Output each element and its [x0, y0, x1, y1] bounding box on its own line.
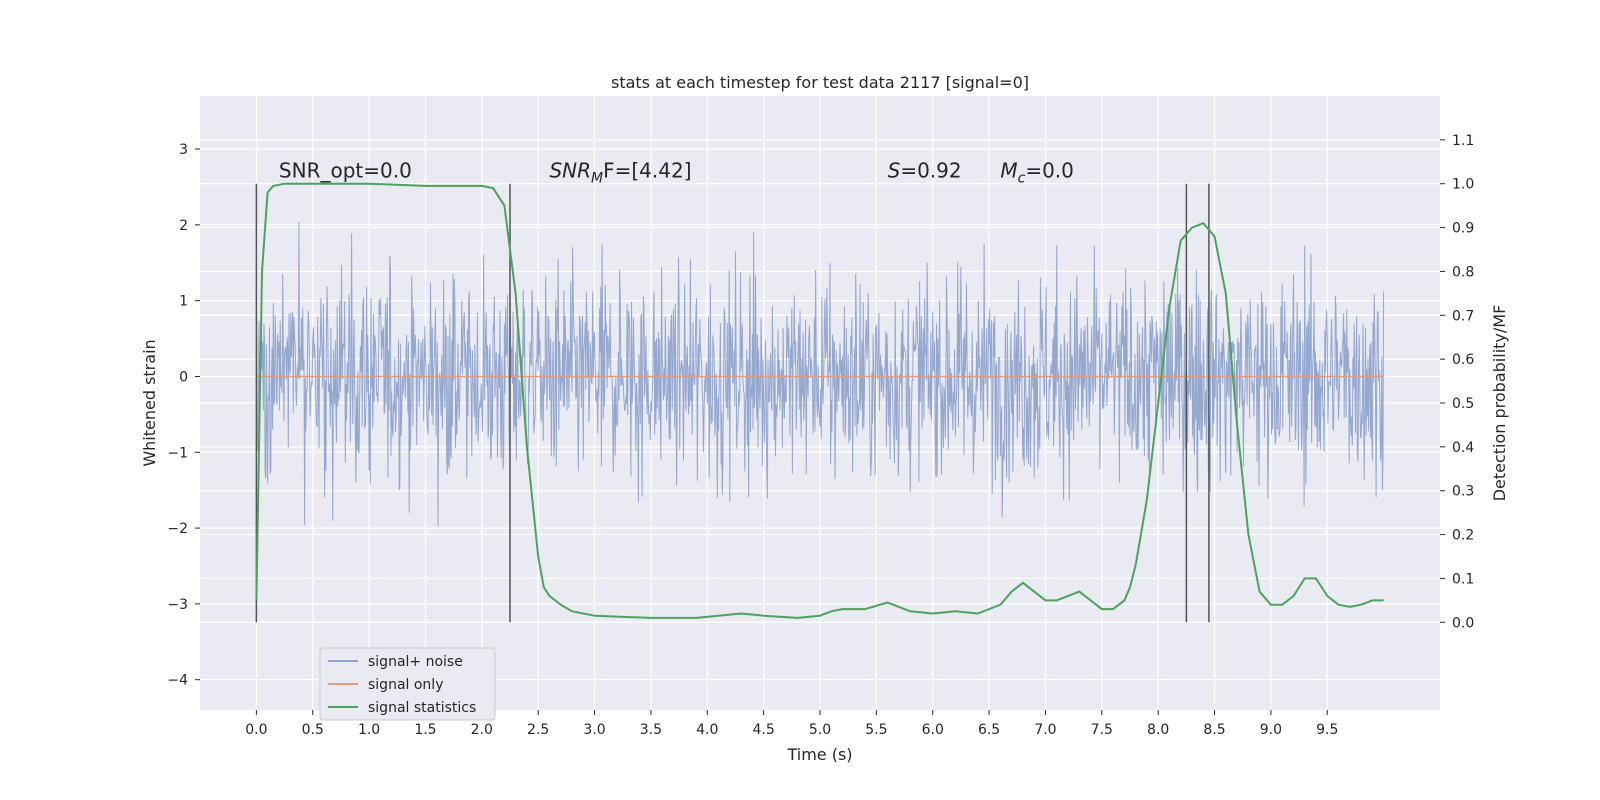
y-right-tick-label-6: 0.5 — [1452, 396, 1474, 412]
annotations: SNR_opt=0.0 SNRMF=[4.42] S=0.92 Mc=0.0 — [279, 159, 1074, 187]
line-signal-noise — [255, 221, 1385, 527]
x-tick-label-3: 1.5 — [414, 722, 436, 738]
y-right-tick-label-9: 0.2 — [1452, 528, 1474, 544]
series-signal-statistics — [255, 182, 1384, 619]
y-left-tick-label-3: 0 — [179, 369, 188, 385]
x-tick-label-1: 0.5 — [302, 722, 324, 738]
x-tick-label-0: 0.0 — [245, 722, 267, 738]
x-tick-label-15: 7.5 — [1091, 722, 1113, 738]
x-tick-label-10: 5.0 — [809, 722, 831, 738]
y-right-tick-label-8: 0.3 — [1452, 484, 1474, 500]
legend: signal+ noise signal only signal statist… — [319, 647, 496, 721]
y-right-tick-label-11: 0.0 — [1452, 615, 1474, 631]
y-right-tick-label-3: 0.8 — [1452, 264, 1474, 280]
x-tick-label-18: 9.0 — [1260, 722, 1282, 738]
x-tick-label-17: 8.5 — [1203, 722, 1225, 738]
x-tick-label-16: 8.0 — [1147, 722, 1169, 738]
y-right-tick-label-0: 1.1 — [1452, 133, 1474, 149]
annotation-s: S=0.92 — [888, 159, 962, 183]
x-tick-label-6: 3.0 — [583, 722, 605, 738]
x-tick-label-4: 2.0 — [471, 722, 493, 738]
x-tick-label-14: 7.0 — [1034, 722, 1056, 738]
line-signal-statistics — [255, 182, 1384, 619]
y-right-tick-label-4: 0.7 — [1452, 308, 1474, 324]
y-left-tick-label-1: 2 — [179, 218, 188, 234]
y-right-tick-label-5: 0.6 — [1452, 352, 1474, 368]
x-tick-label-8: 4.0 — [696, 722, 718, 738]
y-right-tick-label-7: 0.4 — [1452, 440, 1474, 456]
x-tick-label-11: 5.5 — [865, 722, 887, 738]
annotation-snr-mf: SNRMF=[4.42] — [549, 159, 691, 187]
y-left-tick-label-7: −4 — [167, 673, 188, 689]
legend-label-signal-noise: signal+ noise — [368, 654, 463, 670]
x-axis: 0.0 0.5 1.0 1.5 2.0 2.5 3.0 3.5 4.0 4.5 5.0 5.5 6.0 6… — [245, 710, 1338, 738]
y-axis-right: 1.1 1.0 0.9 0.8 0.7 0.6 0.5 0.4 0.3 0.2 0.1 0.0 — [1440, 133, 1474, 631]
y-left-tick-label-6: −3 — [167, 597, 188, 613]
y-right-tick-label-1: 1.0 — [1452, 177, 1474, 193]
x-axis-label: Time (s) — [786, 745, 852, 764]
x-tick-label-19: 9.5 — [1316, 722, 1338, 738]
x-tick-label-7: 3.5 — [640, 722, 662, 738]
y-axis-left: 3 2 1 0 −1 −2 −3 −4 — [167, 142, 200, 689]
series-signal-noise — [255, 221, 1385, 527]
y-axis-label-right: Detection probability/MF — [1490, 305, 1509, 502]
x-tick-label-5: 2.5 — [527, 722, 549, 738]
y-right-tick-label-10: 0.1 — [1452, 571, 1474, 587]
x-tick-label-2: 1.0 — [358, 722, 380, 738]
y-right-tick-label-2: 0.9 — [1452, 221, 1474, 237]
annotation-snr-opt: SNR_opt=0.0 — [279, 159, 412, 183]
y-left-tick-label-0: 3 — [179, 142, 188, 158]
x-tick-label-12: 6.0 — [922, 722, 944, 738]
legend-box — [319, 647, 496, 721]
y-left-tick-label-5: −2 — [167, 521, 188, 537]
y-axis-label-left: Whitened strain — [140, 339, 159, 466]
chart-title: stats at each timestep for test data 211… — [611, 73, 1029, 92]
x-tick-label-13: 6.5 — [978, 722, 1000, 738]
y-left-tick-label-2: 1 — [179, 294, 188, 310]
y-left-tick-label-4: −1 — [167, 445, 188, 461]
annotation-mc: Mc=0.0 — [1000, 159, 1074, 187]
x-tick-label-9: 4.5 — [753, 722, 775, 738]
legend-label-signal-statistics: signal statistics — [368, 700, 476, 716]
legend-label-signal-only: signal only — [368, 677, 443, 693]
